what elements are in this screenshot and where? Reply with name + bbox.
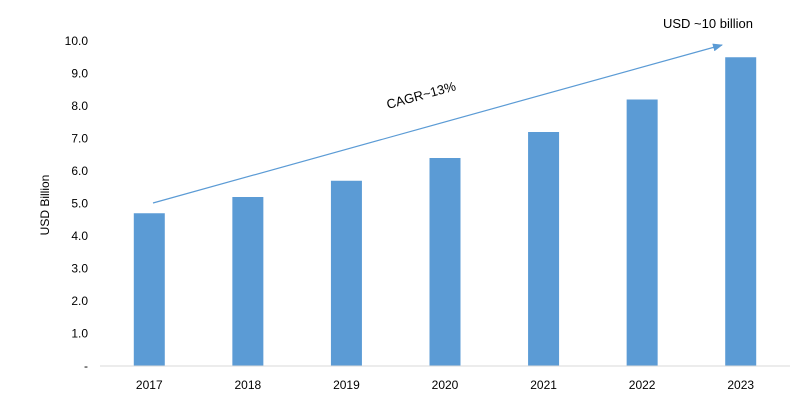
y-tick-label: 5.0 bbox=[71, 197, 88, 211]
y-tick-label: 9.0 bbox=[71, 67, 88, 81]
end-value-annotation: USD ~10 billion bbox=[663, 16, 753, 31]
x-tick-label: 2020 bbox=[432, 378, 459, 392]
bars-group bbox=[133, 57, 757, 366]
y-tick-label: 3.0 bbox=[71, 262, 88, 276]
bar-2019 bbox=[330, 180, 362, 366]
x-axis-ticks: 2017 2018 2019 2020 2021 2022 2023 bbox=[136, 378, 754, 392]
cagr-annotation: CAGR~13% bbox=[385, 78, 458, 112]
y-tick-label: - bbox=[84, 359, 88, 373]
y-tick-label: 10.0 bbox=[65, 34, 89, 48]
bar-2022 bbox=[626, 99, 658, 366]
y-tick-label: 4.0 bbox=[71, 229, 88, 243]
y-tick-label: 1.0 bbox=[71, 327, 88, 341]
y-tick-label: 7.0 bbox=[71, 132, 88, 146]
bar-2020 bbox=[429, 158, 461, 366]
bar-2021 bbox=[528, 132, 560, 366]
y-tick-label: 2.0 bbox=[71, 294, 88, 308]
bar-2018 bbox=[232, 197, 264, 366]
x-tick-label: 2021 bbox=[530, 378, 557, 392]
y-tick-label: 6.0 bbox=[71, 164, 88, 178]
cagr-arrow bbox=[152, 43, 723, 204]
x-tick-label: 2017 bbox=[136, 378, 163, 392]
x-tick-label: 2018 bbox=[235, 378, 262, 392]
x-tick-label: 2023 bbox=[727, 378, 754, 392]
y-axis-ticks: - 1.0 2.0 3.0 4.0 5.0 6.0 7.0 8.0 9.0 10.0 bbox=[65, 34, 89, 373]
x-tick-label: 2019 bbox=[333, 378, 360, 392]
bar-2023 bbox=[725, 57, 757, 366]
x-tick-label: 2022 bbox=[629, 378, 656, 392]
bar-2017 bbox=[133, 213, 165, 366]
y-tick-label: 8.0 bbox=[71, 99, 88, 113]
y-axis-title: USD Billion bbox=[38, 175, 52, 236]
